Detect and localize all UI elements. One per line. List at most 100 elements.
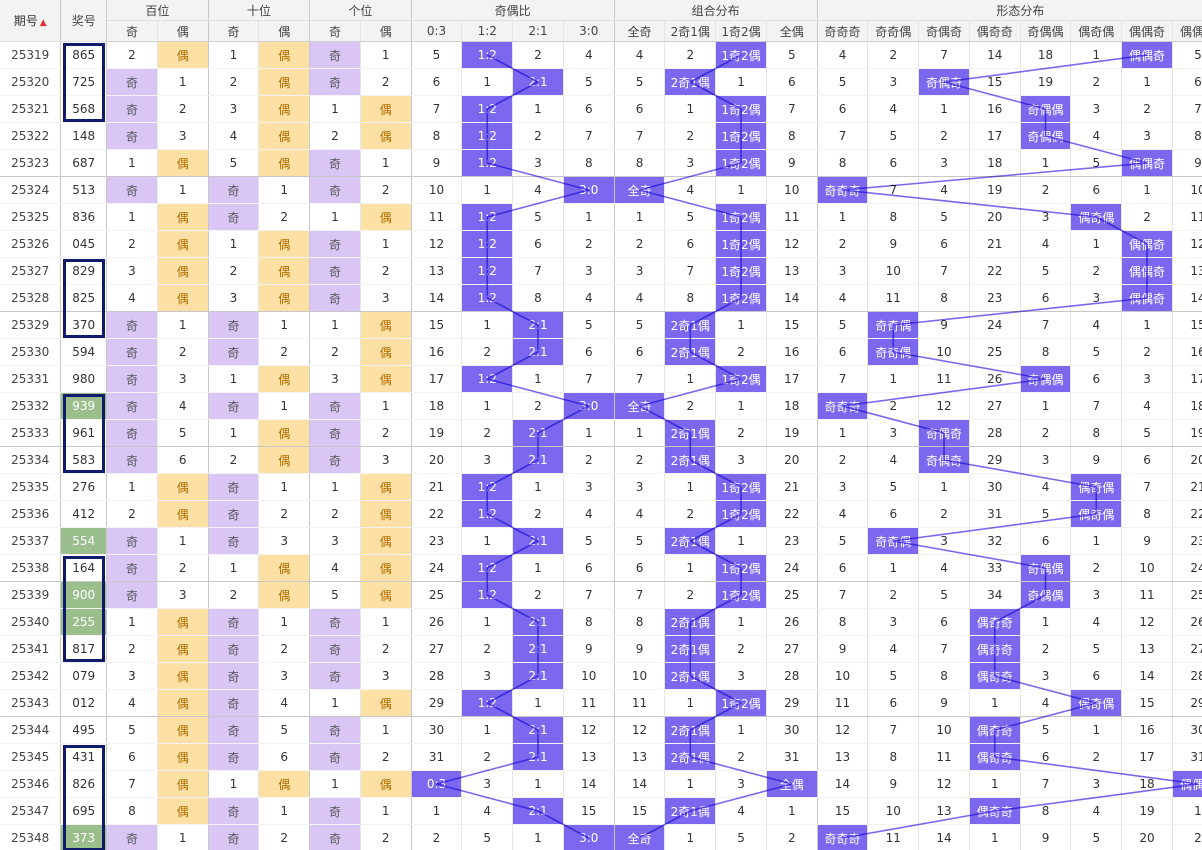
stat-cell: 5 xyxy=(918,581,970,609)
stat-cell: 偶 xyxy=(360,581,412,609)
stat-cell: 1 xyxy=(969,770,1021,798)
stat-cell: 2 xyxy=(715,338,767,366)
stat-cell: 2 xyxy=(867,392,920,420)
stat-cell: 3 xyxy=(309,365,361,393)
stat-cell: 奇 xyxy=(309,824,361,850)
stat-cell: 11 xyxy=(1172,203,1202,231)
stat-cell: 20 xyxy=(411,446,463,474)
stat-cell: 13 xyxy=(918,797,970,825)
stat-cell: 奇 xyxy=(309,149,361,177)
stat-cell: 6 xyxy=(1020,284,1072,312)
stat-cell: 3 xyxy=(157,122,209,150)
stat-cell: 21 xyxy=(766,473,818,501)
stat-cell: 9 xyxy=(1070,446,1123,474)
stat-cell: 偶 xyxy=(157,635,209,663)
stat-cell: 偶 xyxy=(157,500,209,528)
stat-cell: 4 xyxy=(817,41,869,69)
number-cell: 836 xyxy=(60,203,108,231)
issue-cell: 25325 xyxy=(0,203,62,231)
stat-cell: 5 xyxy=(664,203,717,231)
stat-cell: 奇 xyxy=(309,743,361,771)
stat-cell: 1 xyxy=(106,203,158,231)
stat-cell: 16 xyxy=(411,338,463,366)
stat-cell: 12 xyxy=(918,392,970,420)
number-cell: 865 xyxy=(60,41,108,69)
stat-cell: 7 xyxy=(512,257,564,285)
sort-up-icon[interactable]: ▲ xyxy=(39,18,47,28)
stat-cell: 11 xyxy=(867,284,920,312)
hit-cell: 1奇2偶 xyxy=(715,500,767,528)
hit-cell: 奇奇奇 xyxy=(817,176,869,204)
stat-cell: 19 xyxy=(969,176,1021,204)
issue-cell: 25326 xyxy=(0,230,62,258)
stat-cell: 7 xyxy=(817,122,869,150)
hit-cell: 2奇1偶 xyxy=(664,797,717,825)
number-cell: 817 xyxy=(60,635,108,663)
stat-cell: 9 xyxy=(918,311,970,339)
stat-cell: 1 xyxy=(1070,527,1123,555)
issue-header[interactable]: 期号 ▲ xyxy=(0,0,62,42)
stat-cell: 奇 xyxy=(309,797,361,825)
stat-cell: 11 xyxy=(918,365,970,393)
stat-cell: 1 xyxy=(461,716,514,744)
hit-cell: 1奇2偶 xyxy=(715,581,767,609)
stat-cell: 12 xyxy=(563,716,615,744)
number-cell: 148 xyxy=(60,122,108,150)
stat-cell: 6 xyxy=(817,554,869,582)
stat-cell: 5 xyxy=(1172,41,1202,69)
stat-cell: 3 xyxy=(817,257,869,285)
stat-cell: 26 xyxy=(1172,608,1202,636)
number-header: 奖号 xyxy=(60,0,108,42)
stat-cell: 5 xyxy=(715,824,767,850)
stat-cell: 22 xyxy=(766,500,818,528)
stat-cell: 6 xyxy=(563,554,615,582)
stat-cell: 25 xyxy=(969,338,1021,366)
tens-odd-header: 奇 xyxy=(208,20,260,42)
stat-cell: 17 xyxy=(969,122,1021,150)
hit-cell: 2奇1偶 xyxy=(664,311,717,339)
stat-cell: 15 xyxy=(411,311,463,339)
stat-cell: 7 xyxy=(614,581,666,609)
stat-cell: 4 xyxy=(918,176,970,204)
shape-header: 形态分布 xyxy=(817,0,1202,21)
stat-cell: 奇 xyxy=(208,338,260,366)
stat-cell: 8 xyxy=(512,284,564,312)
hit-cell: 1奇2偶 xyxy=(715,203,767,231)
stat-cell: 2 xyxy=(817,230,869,258)
stat-cell: 15 xyxy=(969,68,1021,96)
stat-cell: 1 xyxy=(157,176,209,204)
stat-cell: 5 xyxy=(614,311,666,339)
issue-cell: 25340 xyxy=(0,608,62,636)
stat-cell: 14 xyxy=(918,824,970,850)
stat-cell: 1 xyxy=(258,473,311,501)
stat-cell: 9 xyxy=(1121,527,1173,555)
stat-cell: 12 xyxy=(817,716,869,744)
stat-cell: 1 xyxy=(258,176,311,204)
number-cell: 900 xyxy=(60,581,108,609)
table-row: 25345 431 6 偶奇 6 奇 2 31 2 2:1 13 13 2奇1偶 2 31 13 8 11 偶奇奇 6… xyxy=(0,743,1202,771)
stat-cell: 2 xyxy=(512,581,564,609)
stat-cell: 1 xyxy=(360,230,412,258)
stat-cell: 偶 xyxy=(360,203,412,231)
number-cell: 961 xyxy=(60,419,108,447)
stat-cell: 31 xyxy=(766,743,818,771)
stat-cell: 21 xyxy=(411,473,463,501)
number-cell: 513 xyxy=(60,176,108,204)
stat-cell: 18 xyxy=(1020,41,1072,69)
ratio-col-header: 3:0 xyxy=(563,20,615,42)
stat-cell: 4 xyxy=(867,446,920,474)
number-cell: 725 xyxy=(60,68,108,96)
stat-cell: 8 xyxy=(614,608,666,636)
stat-cell: 2 xyxy=(1070,257,1123,285)
table-row: 25327 829 3 偶 2 偶奇 2 13 1:2 7 3 3 7 1奇2偶 13 3 10 7 22 5 2 偶偶奇… xyxy=(0,257,1202,285)
stat-cell: 2 xyxy=(1020,419,1072,447)
shape-col-header: 奇偶奇 xyxy=(918,20,970,42)
stat-cell: 2 xyxy=(360,68,412,96)
stat-cell: 4 xyxy=(817,500,869,528)
stat-cell: 2 xyxy=(817,446,869,474)
stat-cell: 2 xyxy=(715,419,767,447)
stat-cell: 5 xyxy=(766,41,818,69)
stat-cell: 2 xyxy=(106,41,158,69)
stat-cell: 4 xyxy=(1070,608,1123,636)
stat-cell: 奇 xyxy=(208,176,260,204)
